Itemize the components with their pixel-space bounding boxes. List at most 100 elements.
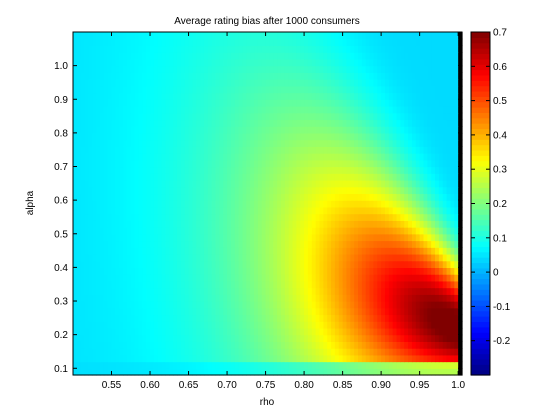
heatmap-cell (373, 227, 378, 235)
heatmap-cell (315, 45, 321, 53)
heatmap-cell (138, 220, 143, 228)
heatmap-cell (442, 348, 448, 356)
heatmap-cell (284, 65, 290, 73)
heatmap-cell (80, 301, 86, 309)
heatmap-cell (358, 368, 363, 376)
heatmap-cell (130, 153, 136, 161)
heatmap-cell (184, 361, 190, 369)
heatmap-cell (126, 253, 132, 262)
heatmap-cell (192, 368, 197, 376)
heatmap-cell (446, 220, 452, 228)
heatmap-cell (150, 334, 155, 342)
heatmap-cell (119, 233, 124, 242)
heatmap-cell (307, 179, 313, 188)
heatmap-cell (134, 307, 140, 316)
heatmap-cell (346, 368, 351, 376)
heatmap-cell (88, 153, 93, 161)
heatmap-cell (207, 368, 213, 376)
heatmap-cell (242, 112, 247, 121)
heatmap-cell (450, 132, 455, 141)
heatmap-cell (304, 274, 309, 282)
heatmap-cell (246, 146, 251, 154)
heatmap-cell (338, 294, 344, 302)
heatmap-cell (346, 213, 351, 221)
heatmap-cell (230, 153, 236, 161)
heatmap-cell (265, 307, 271, 316)
heatmap-cell (431, 301, 436, 309)
heatmap-cell (107, 139, 113, 147)
heatmap-cell (381, 193, 386, 201)
heatmap-cell (115, 280, 120, 289)
heatmap-cell (96, 58, 101, 67)
heatmap-cell (73, 314, 78, 322)
heatmap-cell (450, 193, 455, 201)
heatmap-cell (203, 307, 209, 316)
heatmap-cell (165, 179, 170, 188)
heatmap-cell (331, 193, 336, 201)
heatmap-cell (361, 341, 367, 349)
heatmap-cell (119, 65, 124, 73)
heatmap-cell (350, 132, 355, 141)
heatmap-cell (304, 200, 309, 208)
heatmap-cell (423, 368, 428, 376)
heatmap-cell (73, 112, 78, 121)
heatmap-cell (230, 220, 236, 228)
heatmap-cell (254, 139, 259, 147)
heatmap-cell (265, 213, 271, 221)
heatmap-cell (76, 159, 82, 168)
heatmap-cell (176, 260, 182, 268)
heatmap-cell (142, 146, 147, 154)
heatmap-cell (350, 327, 355, 336)
heatmap-cell (269, 341, 274, 349)
heatmap-cell (273, 240, 278, 248)
heatmap-cell (431, 45, 436, 53)
heatmap-cell (384, 58, 390, 67)
heatmap-cell (80, 280, 86, 289)
heatmap-cell (415, 253, 421, 262)
heatmap-cell (211, 220, 217, 228)
heatmap-cell (184, 146, 190, 154)
heatmap-cell (346, 105, 351, 114)
heatmap-cell (269, 301, 274, 309)
heatmap-cell (373, 220, 378, 228)
heatmap-cell (323, 348, 328, 356)
heatmap-cell (257, 45, 263, 53)
heatmap-cell (142, 274, 147, 282)
heatmap-cell (319, 341, 324, 349)
heatmap-cell (223, 274, 228, 282)
heatmap-cell (211, 368, 217, 376)
heatmap-cell (415, 220, 421, 228)
heatmap-cell (392, 186, 398, 195)
heatmap-cell (323, 119, 328, 127)
heatmap-cell (369, 72, 375, 80)
heatmap-cell (377, 354, 382, 363)
heatmap-cell (126, 247, 132, 255)
heatmap-cell (304, 193, 309, 201)
heatmap-cell (246, 334, 251, 342)
heatmap-cell (373, 341, 378, 349)
heatmap-cell (223, 233, 228, 242)
heatmap-cell (307, 327, 313, 336)
heatmap-cell (119, 294, 124, 302)
heatmap-cell (250, 92, 255, 100)
heatmap-cell (396, 105, 401, 114)
heatmap-cell (369, 227, 375, 235)
heatmap-cell (242, 173, 247, 181)
heatmap-cell (146, 206, 151, 215)
heatmap-cell (261, 72, 267, 80)
heatmap-cell (184, 65, 190, 73)
heatmap-cell (319, 45, 324, 53)
heatmap-cell (126, 321, 132, 329)
heatmap-cell (238, 361, 244, 369)
heatmap-cell (288, 213, 294, 221)
heatmap-cell (304, 227, 309, 235)
heatmap-cell (203, 220, 209, 228)
heatmap-cell (150, 52, 155, 60)
heatmap-cell (223, 179, 228, 188)
heatmap-cell (338, 301, 344, 309)
heatmap-cell (431, 179, 436, 188)
heatmap-cell (203, 179, 209, 188)
heatmap-cell (73, 52, 78, 60)
heatmap-cell (200, 193, 205, 201)
heatmap-cell (296, 301, 301, 309)
